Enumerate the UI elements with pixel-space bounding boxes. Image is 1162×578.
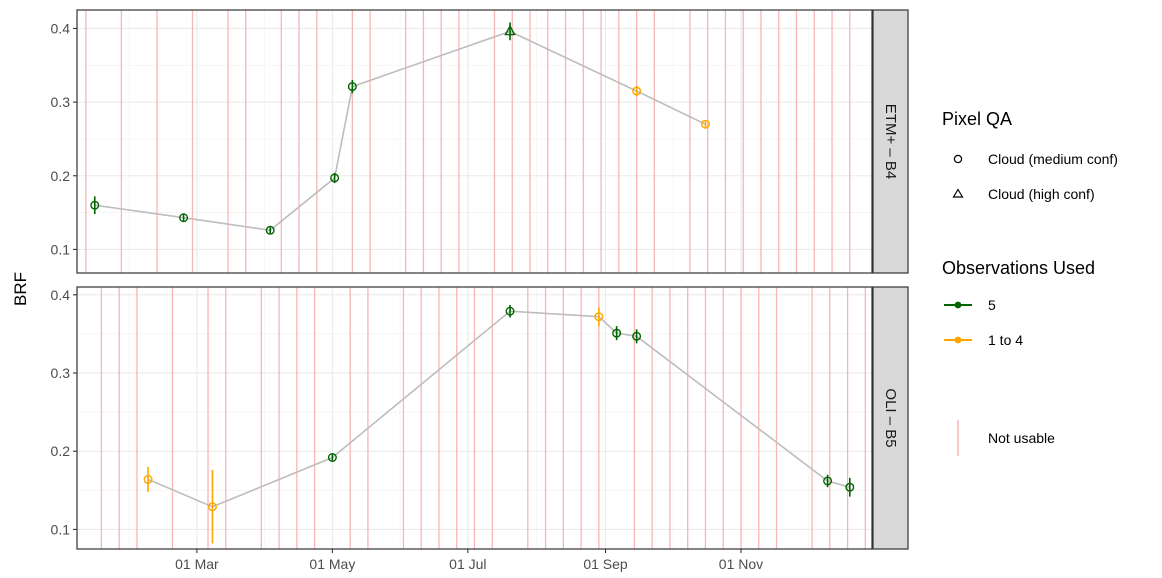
panel-2: 0.1 0.2 0.3 0.4 OLI – B5 bbox=[51, 286, 909, 550]
panel-border bbox=[76, 9, 873, 274]
y-tick-label: 0.2 bbox=[51, 443, 71, 459]
legend-pixel-qa: Pixel QA Cloud (medium conf) Cloud (high… bbox=[942, 109, 1118, 202]
facet-strip bbox=[872, 286, 909, 550]
data-point bbox=[90, 200, 100, 210]
legend-obs-label-1to4: 1 to 4 bbox=[988, 332, 1023, 348]
legend-qa-title: Pixel QA bbox=[942, 109, 1012, 129]
data-point bbox=[330, 173, 340, 183]
x-tick-label: 01 Sep bbox=[583, 556, 628, 572]
facet-strip-label: OLI – B5 bbox=[882, 388, 899, 447]
panel-background bbox=[77, 10, 872, 273]
data-point bbox=[845, 482, 855, 492]
legend-triangle-icon bbox=[952, 188, 964, 198]
y-tick-label: 0.3 bbox=[51, 365, 71, 381]
y-axis-title: BRF bbox=[11, 272, 30, 306]
x-tick-label: 01 Mar bbox=[175, 556, 219, 572]
series-line bbox=[94, 30, 706, 232]
data-point bbox=[327, 452, 337, 462]
data-point bbox=[347, 82, 357, 92]
data-point-triangle bbox=[504, 24, 516, 36]
panel-1: 0.1 0.2 0.3 0.4 ETM+ – B4 bbox=[51, 9, 909, 274]
legend-qa-label-medium: Cloud (medium conf) bbox=[988, 151, 1118, 167]
y-tick-label: 0.1 bbox=[51, 521, 71, 537]
data-point bbox=[265, 225, 275, 235]
data-point bbox=[823, 476, 833, 486]
legend-obs-dot-5 bbox=[954, 301, 962, 309]
legend-obs-label-5: 5 bbox=[988, 297, 996, 313]
x-tick-label: 01 Nov bbox=[719, 556, 763, 572]
x-tick-label: 01 May bbox=[309, 556, 355, 572]
legend-not-usable-label: Not usable bbox=[988, 430, 1055, 446]
y-tick-label: 0.4 bbox=[51, 287, 71, 303]
data-point bbox=[632, 86, 642, 96]
data-point bbox=[179, 213, 189, 223]
facet-strip-label: ETM+ – B4 bbox=[882, 104, 899, 179]
y-tick-label: 0.2 bbox=[51, 168, 71, 184]
data-point bbox=[505, 306, 515, 316]
data-point bbox=[632, 331, 642, 341]
legend-obs-dot-1to4 bbox=[954, 336, 962, 344]
legend-circle-icon bbox=[953, 154, 963, 164]
data-point bbox=[207, 502, 217, 512]
y-tick-label: 0.3 bbox=[51, 94, 71, 110]
legend-qa-label-high: Cloud (high conf) bbox=[988, 186, 1095, 202]
panel-border bbox=[76, 286, 873, 550]
y-tick-label: 0.4 bbox=[51, 20, 71, 36]
legend-observations: Observations Used 5 1 to 4 bbox=[942, 258, 1095, 348]
legend-not-usable: Not usable bbox=[957, 420, 1055, 456]
x-tick-label: 01 Jul bbox=[449, 556, 486, 572]
data-point bbox=[143, 474, 153, 484]
legend-obs-title: Observations Used bbox=[942, 258, 1095, 278]
data-point bbox=[700, 119, 710, 129]
data-point bbox=[612, 328, 622, 338]
facet-strip bbox=[872, 9, 909, 274]
data-point bbox=[594, 312, 604, 322]
y-tick-label: 0.1 bbox=[51, 241, 71, 257]
